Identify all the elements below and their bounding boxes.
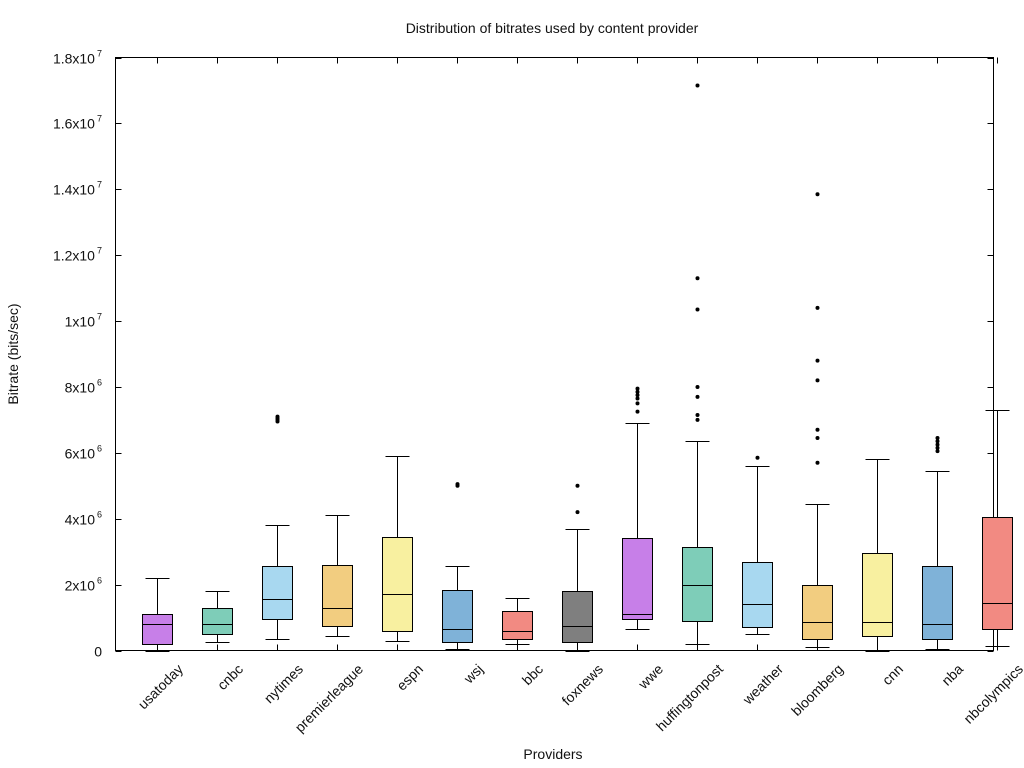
outlier-point bbox=[455, 482, 460, 487]
x-tick-label-espn: espn bbox=[393, 661, 426, 694]
y-tick-label: 1.8x10 7 bbox=[53, 49, 102, 67]
box-iqr bbox=[562, 591, 593, 643]
box-iqr bbox=[142, 614, 173, 645]
box-iqr bbox=[862, 553, 893, 637]
box-bbc bbox=[502, 598, 533, 645]
outlier-point bbox=[575, 483, 580, 488]
y-tick-label: 1.2x10 7 bbox=[53, 246, 102, 264]
outlier-point bbox=[635, 396, 640, 401]
box-iqr bbox=[622, 538, 653, 620]
y-tick-label: 2x10 6 bbox=[65, 576, 102, 594]
outlier-point bbox=[635, 409, 640, 414]
box-huffingtonpost bbox=[682, 83, 713, 645]
outlier-point bbox=[695, 412, 700, 417]
box-cnn bbox=[862, 459, 893, 652]
box-iqr bbox=[322, 565, 353, 627]
outlier-point bbox=[695, 384, 700, 389]
outlier-point bbox=[935, 449, 940, 454]
outlier-point bbox=[695, 394, 700, 399]
x-tick-label-wsj: wsj bbox=[460, 661, 486, 687]
box-foxnews bbox=[562, 483, 593, 652]
x-tick-label-nbcolympics: nbcolympics bbox=[960, 661, 1024, 727]
x-tick-label-nba: nba bbox=[938, 661, 966, 689]
outlier-point bbox=[635, 386, 640, 391]
outlier-point bbox=[935, 442, 940, 447]
y-tick-label: 4x10 6 bbox=[65, 510, 102, 528]
plot-frame bbox=[115, 57, 994, 651]
box-nytimes bbox=[262, 414, 293, 640]
box-wsj bbox=[442, 482, 473, 650]
y-tick-label: 1x10 7 bbox=[65, 312, 102, 330]
y-axis-label: Bitrate (bits/sec) bbox=[5, 303, 21, 404]
box-iqr bbox=[742, 562, 773, 628]
box-usatoday bbox=[142, 578, 173, 652]
y-tick-label: 6x10 6 bbox=[65, 444, 102, 462]
box-nbcolympics bbox=[982, 410, 1013, 647]
outlier-point bbox=[815, 427, 820, 432]
box-iqr bbox=[262, 566, 293, 620]
outlier-point bbox=[635, 393, 640, 398]
outlier-point bbox=[935, 439, 940, 444]
outlier-point bbox=[815, 378, 820, 383]
x-tick-label-cnn: cnn bbox=[879, 661, 906, 688]
box-iqr bbox=[682, 547, 713, 622]
x-tick-label-cnbc: cnbc bbox=[214, 661, 246, 693]
outlier-point bbox=[635, 389, 640, 394]
chart-title: Distribution of bitrates used by content… bbox=[406, 20, 699, 36]
outlier-point bbox=[755, 455, 760, 460]
x-tick-label-wwe: wwe bbox=[634, 661, 666, 693]
box-weather bbox=[742, 455, 773, 635]
y-tick-label: 8x10 6 bbox=[65, 378, 102, 396]
outlier-point bbox=[575, 510, 580, 515]
x-tick-label-weather: weather bbox=[739, 661, 786, 708]
outlier-point bbox=[275, 414, 280, 419]
outlier-point bbox=[695, 276, 700, 281]
x-axis-label: Providers bbox=[523, 746, 582, 762]
outlier-point bbox=[815, 436, 820, 441]
x-tick-label-usatoday: usatoday bbox=[135, 661, 186, 712]
box-iqr bbox=[922, 566, 953, 640]
box-iqr bbox=[442, 590, 473, 643]
box-premierleague bbox=[322, 515, 353, 637]
x-tick-label-nytimes: nytimes bbox=[261, 661, 306, 706]
outlier-point bbox=[935, 445, 940, 450]
y-tick-label: 1.6x10 7 bbox=[53, 114, 102, 132]
y-tick-label: 0 bbox=[94, 644, 102, 660]
outlier-point bbox=[695, 417, 700, 422]
outlier-point bbox=[815, 358, 820, 363]
box-iqr bbox=[202, 608, 233, 635]
outlier-point bbox=[815, 192, 820, 197]
x-tick-label-foxnews: foxnews bbox=[558, 661, 606, 709]
box-cnbc bbox=[202, 591, 233, 643]
outlier-point bbox=[635, 401, 640, 406]
box-iqr bbox=[802, 585, 833, 640]
outlier-point bbox=[815, 305, 820, 310]
outlier-point bbox=[935, 436, 940, 441]
box-bloomberg bbox=[802, 192, 833, 648]
boxes-layer bbox=[142, 83, 1013, 652]
y-axis: 0 2x10 6 4x10 6 6x10 6 8x10 6 1x10 7 1.2x10 7 1.4x10 7… bbox=[53, 49, 994, 660]
outlier-point bbox=[815, 460, 820, 465]
box-iqr bbox=[382, 537, 413, 632]
outlier-point bbox=[695, 307, 700, 312]
box-iqr bbox=[502, 611, 533, 640]
box-espn bbox=[382, 456, 413, 642]
box-iqr bbox=[982, 517, 1013, 630]
x-tick-label-bloomberg: bloomberg bbox=[788, 661, 846, 719]
x-tick-label-bbc: bbc bbox=[519, 661, 546, 688]
outlier-point bbox=[695, 83, 700, 88]
y-tick-label: 1.4x10 7 bbox=[53, 180, 102, 198]
box-wwe bbox=[622, 386, 653, 630]
box-nba bbox=[922, 436, 953, 650]
